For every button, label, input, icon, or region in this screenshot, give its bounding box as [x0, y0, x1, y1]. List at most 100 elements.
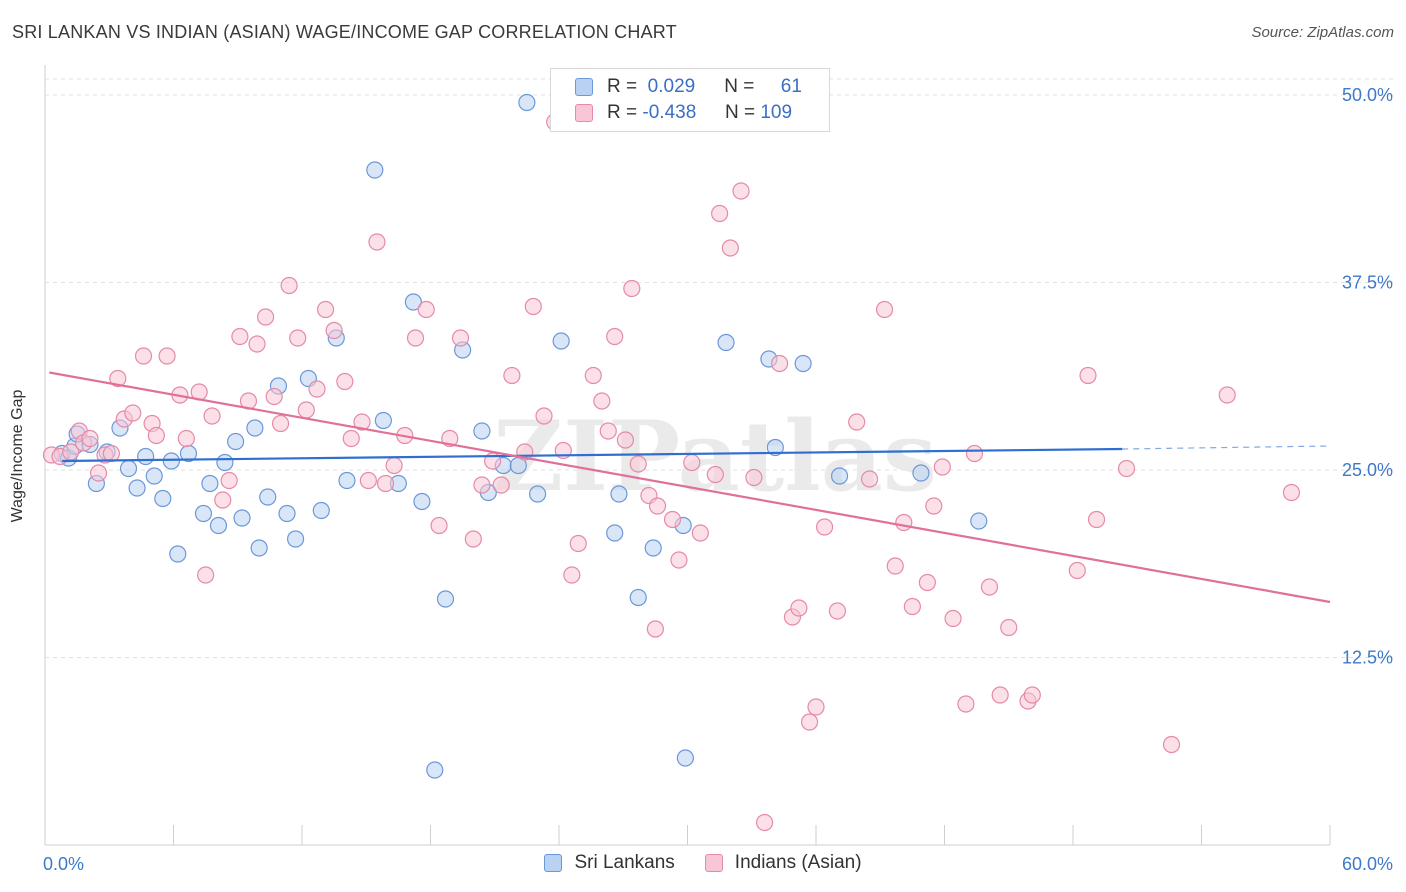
indians-point: [807, 698, 825, 716]
indians-point: [203, 407, 221, 425]
sri-lankans-point: [250, 539, 268, 557]
sri-lankans-point: [278, 504, 296, 523]
indians-point: [417, 300, 435, 319]
legend-item-indians[interactable]: Indians (Asian): [704, 852, 862, 874]
r-value: 0.029: [647, 76, 696, 97]
indians-point: [89, 464, 108, 482]
indians-point: [886, 557, 904, 575]
r-value: -0.438: [642, 102, 697, 123]
indians-point: [933, 458, 951, 476]
indians-point: [1162, 735, 1181, 754]
sri-lankans-point: [194, 504, 213, 523]
sri-lankans-point: [426, 761, 444, 779]
indians-point: [535, 407, 553, 425]
indians-point: [732, 182, 750, 200]
indians-point: [691, 524, 709, 542]
indians-point: [265, 387, 283, 406]
indians-point: [593, 392, 611, 410]
sri-lankans-point: [404, 293, 422, 311]
y-tick-label: 50.0%: [1342, 85, 1393, 105]
indians-point: [102, 444, 120, 463]
indians-point: [584, 366, 602, 385]
chart-title: SRI LANKAN VS INDIAN (ASIAN) WAGE/INCOME…: [12, 22, 677, 42]
indians-point: [895, 513, 913, 532]
n-label: N =: [724, 76, 755, 97]
n-value: 109: [760, 102, 793, 123]
indians-point: [124, 404, 142, 422]
indians-point: [492, 476, 510, 494]
sri-lankans-point: [366, 161, 384, 179]
sri-lankans-point: [552, 332, 570, 350]
sri-lankans-point: [794, 354, 812, 373]
indians-point: [683, 453, 701, 472]
sri-lankans-point: [473, 422, 491, 440]
indians-point: [158, 347, 176, 365]
sri-lankans-point: [246, 419, 264, 437]
sri-lankans-point: [137, 447, 155, 466]
stats-legend-row-sri-lankans: R = 0.029 N = 61: [575, 75, 802, 99]
sri-lankans-point: [162, 452, 180, 470]
indians-point: [280, 276, 298, 295]
indians-point: [406, 329, 425, 347]
indians-point: [569, 534, 587, 553]
indians-point: [980, 578, 999, 596]
indians-point: [623, 279, 641, 298]
indians-point: [214, 491, 232, 509]
source-credit: Source: ZipAtlas.com: [1251, 24, 1394, 41]
y-tick-label: 25.0%: [1342, 460, 1393, 480]
indians-point: [1282, 483, 1301, 502]
indians-point: [451, 329, 470, 347]
sri-lankans-point: [286, 530, 305, 548]
sri-lankans-point: [413, 492, 431, 511]
indians-point: [616, 431, 634, 449]
sri-lankans-point: [528, 485, 547, 503]
indians-point: [599, 422, 617, 440]
indians-point: [308, 380, 326, 398]
indians-point: [646, 620, 664, 638]
indians-point: [464, 530, 482, 548]
sri-lankans-swatch: [544, 854, 563, 872]
n-value: 61: [780, 76, 802, 97]
sri-lankans-point: [717, 333, 735, 352]
indians-point: [711, 204, 729, 223]
indians-point: [503, 366, 521, 385]
indians-point: [648, 497, 667, 515]
sri-lankans-point: [606, 524, 624, 542]
indians-point: [918, 573, 936, 592]
sri-lankans-point: [169, 545, 187, 563]
sri-lankans-point: [970, 512, 988, 530]
indians-point: [965, 444, 984, 463]
sri-lankans-point: [259, 488, 277, 506]
sri-lankans-point: [209, 516, 228, 535]
indians-point: [1000, 618, 1018, 637]
indians-point: [248, 335, 266, 353]
indians-point: [359, 471, 377, 490]
indians-point: [297, 401, 315, 419]
indians-point: [271, 414, 290, 433]
indians-point: [1087, 510, 1106, 529]
indians-point: [368, 233, 386, 251]
indians-point: [231, 327, 249, 346]
indians-point: [800, 713, 819, 731]
indians-point: [706, 465, 724, 484]
indians-point: [815, 518, 834, 536]
indians-point: [134, 347, 153, 365]
indians-point: [147, 426, 165, 445]
indians-point: [721, 239, 739, 257]
indians-point: [629, 455, 647, 473]
indians-point: [1068, 561, 1086, 580]
legend-item-sri-lankans[interactable]: Sri Lankans: [544, 852, 675, 874]
indians-point: [903, 597, 921, 616]
indians-point: [860, 470, 879, 488]
sri-lankans-trendline: [62, 447, 1123, 463]
indians-point: [944, 609, 962, 628]
indians-point: [289, 329, 307, 347]
indians-point: [316, 300, 335, 319]
indians-point: [256, 308, 275, 326]
sri-lankans-point: [912, 464, 930, 482]
indians-point: [1117, 459, 1136, 478]
sri-lankans-point: [644, 539, 662, 557]
indians-point: [770, 354, 789, 373]
x-tick-label: 0.0%: [43, 854, 84, 874]
indians-point: [1218, 386, 1236, 404]
